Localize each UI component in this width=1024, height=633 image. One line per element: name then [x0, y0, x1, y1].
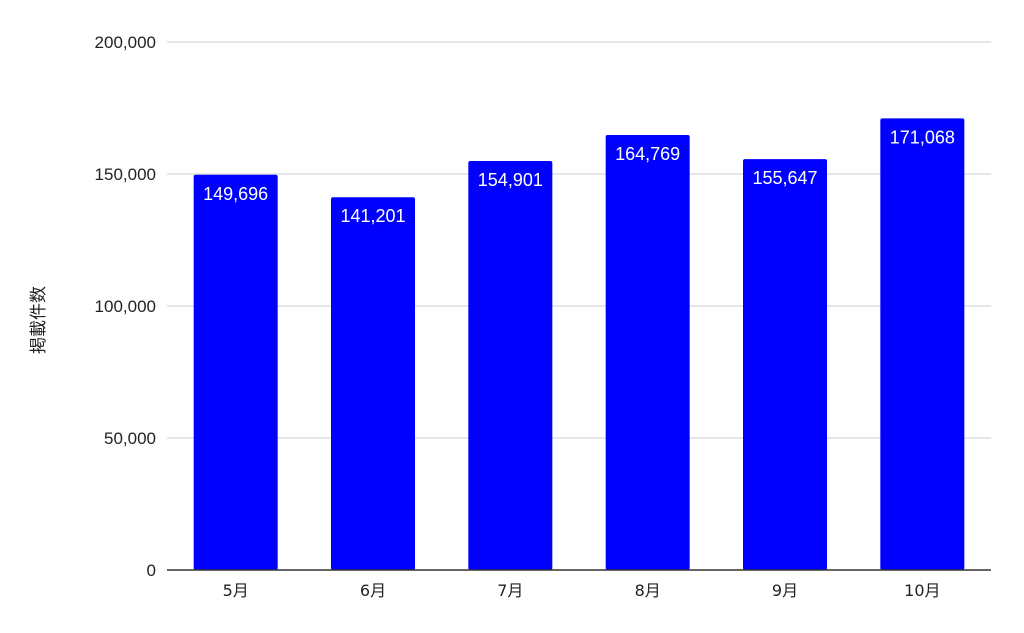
- x-tick-label: 5月: [223, 581, 249, 600]
- data-labels: 149,696 141,201 154,901 164,769 155,647 171,0…: [203, 127, 955, 226]
- bars: [193, 118, 965, 571]
- x-tick-label: 6月: [360, 581, 386, 600]
- x-tick-label: 7月: [497, 581, 523, 600]
- y-axis-title: 掲載件数: [29, 286, 49, 354]
- x-axis-ticks: 5月 6月 7月 8月 9月 10月: [223, 581, 941, 600]
- bar: [605, 135, 690, 571]
- bar: [880, 118, 965, 570]
- y-tick-label: 150,000: [95, 165, 156, 184]
- x-tick-label: 9月: [772, 581, 798, 600]
- bar: [743, 159, 827, 570]
- gridlines: [167, 41, 991, 439]
- bar: [193, 174, 278, 571]
- bar-value-label: 164,769: [615, 144, 680, 164]
- bar: [468, 161, 553, 571]
- bar-value-label: 171,068: [890, 127, 955, 147]
- y-tick-label: 0: [147, 561, 156, 580]
- bar-value-label: 149,696: [203, 184, 268, 204]
- bar-value-label: 141,201: [340, 206, 405, 226]
- bar: [331, 197, 415, 570]
- x-tick-label: 10月: [904, 581, 940, 600]
- y-tick-label: 200,000: [95, 33, 156, 52]
- bar-value-label: 154,901: [478, 170, 543, 190]
- y-axis-ticks: 0 50,000 100,000 150,000 200,000: [95, 33, 156, 580]
- y-tick-label: 100,000: [95, 297, 156, 316]
- y-tick-label: 50,000: [104, 429, 156, 448]
- x-tick-label: 8月: [635, 581, 661, 600]
- bar-value-label: 155,647: [752, 168, 817, 188]
